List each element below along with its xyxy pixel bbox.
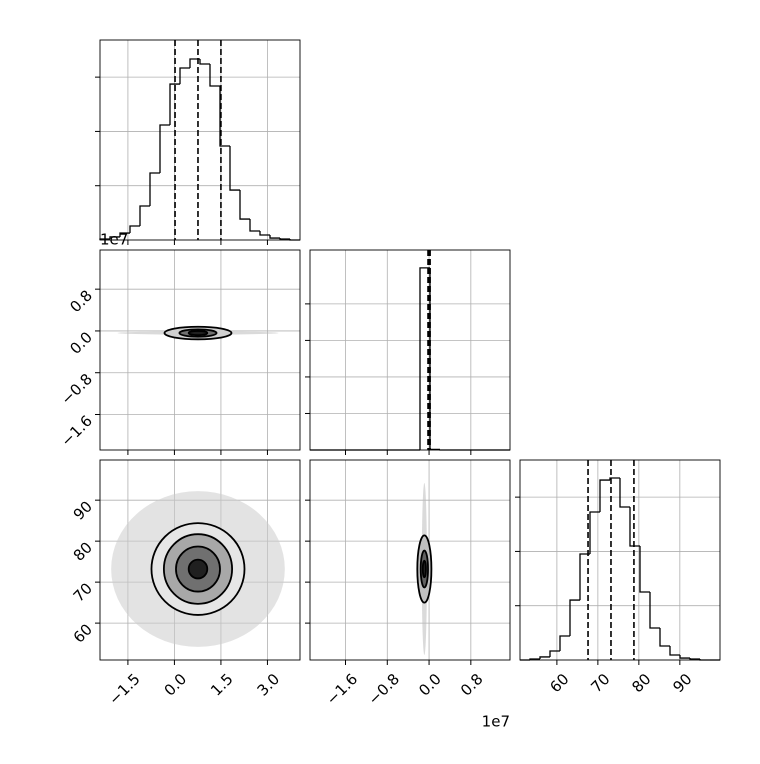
panel-background bbox=[100, 250, 300, 450]
panel: −1.6 −0.8 0.0 0.8 bbox=[58, 249, 301, 455]
histogram-bin bbox=[229, 145, 240, 191]
histogram-bin bbox=[189, 58, 200, 69]
x-tick-label: 60 bbox=[546, 670, 572, 696]
density bbox=[416, 482, 433, 656]
y-tick-label: 80 bbox=[70, 538, 96, 564]
histogram-bin bbox=[249, 219, 260, 232]
panel-frame bbox=[309, 249, 511, 451]
y-offset-label: 1e7 bbox=[100, 231, 128, 249]
y-tick-label: 0.0 bbox=[66, 328, 96, 358]
histogram-bin bbox=[569, 599, 580, 637]
x-tick-label: 70 bbox=[587, 670, 613, 696]
histogram-bin bbox=[609, 477, 620, 481]
y-tick-label: 60 bbox=[70, 620, 96, 646]
x-tick-label: −1.6 bbox=[323, 670, 361, 708]
density bbox=[111, 491, 285, 647]
contour bbox=[187, 558, 209, 580]
panel-frame bbox=[99, 249, 301, 451]
histogram-bin bbox=[279, 238, 290, 240]
panel-background bbox=[310, 460, 510, 660]
histogram-bin bbox=[629, 507, 640, 547]
x-tick-label: 0.8 bbox=[457, 670, 487, 700]
histogram-bin bbox=[619, 478, 630, 508]
y-tick-label: 0.8 bbox=[66, 286, 96, 316]
histogram-bin bbox=[659, 627, 670, 647]
x-tick-label: 3.0 bbox=[254, 670, 284, 700]
panel-frame bbox=[99, 39, 301, 241]
x-tick-label: 1.5 bbox=[207, 670, 237, 700]
contour bbox=[187, 330, 209, 337]
histogram-bin bbox=[159, 124, 170, 174]
panel-background bbox=[100, 40, 300, 240]
histogram-bin bbox=[119, 232, 130, 237]
histogram-bin bbox=[639, 545, 650, 593]
histogram-bin bbox=[109, 236, 120, 240]
histogram-bin bbox=[579, 553, 590, 601]
panel-frame bbox=[99, 459, 301, 661]
panel: −1.5 0.0 1.5 3.0 60 70 80 90 bbox=[70, 459, 301, 709]
histogram-bin bbox=[179, 67, 190, 85]
histogram-bin bbox=[539, 656, 550, 660]
histogram-bin bbox=[589, 511, 600, 555]
y-tick-label: −1.6 bbox=[58, 412, 96, 450]
density bbox=[117, 325, 279, 341]
histogram-bin bbox=[199, 59, 210, 65]
histogram-bin bbox=[259, 230, 270, 236]
histogram-bin bbox=[239, 190, 250, 220]
contour bbox=[421, 559, 427, 579]
histogram-bin bbox=[689, 658, 700, 660]
histogram-bin bbox=[139, 205, 150, 226]
histogram-bin bbox=[559, 635, 570, 651]
histogram-bin bbox=[649, 592, 660, 629]
panel bbox=[95, 39, 301, 245]
x-tick-label: 90 bbox=[669, 670, 695, 696]
x-tick-label: −1.5 bbox=[105, 670, 143, 708]
panel: −1.6−0.8 0.0 0.8 bbox=[305, 459, 511, 709]
histogram-bin bbox=[129, 225, 140, 234]
histogram-bin bbox=[679, 655, 690, 659]
y-tick-label: 90 bbox=[70, 497, 96, 523]
x-tick-label: 0.0 bbox=[161, 670, 191, 700]
x-offset-label: 1e7 bbox=[482, 713, 510, 731]
histogram-bin bbox=[549, 650, 560, 657]
histogram-bin bbox=[419, 267, 430, 450]
histogram-bin bbox=[169, 83, 180, 126]
panel-frame bbox=[309, 459, 511, 661]
x-tick-label: 80 bbox=[628, 670, 654, 696]
histogram-bin bbox=[269, 235, 280, 239]
x-tick-label: 0.0 bbox=[415, 670, 445, 700]
y-tick-label: −0.8 bbox=[58, 370, 96, 408]
panel: 60 70 80 90 bbox=[515, 459, 721, 696]
panel-frame bbox=[519, 459, 721, 661]
panel-background bbox=[310, 250, 510, 450]
histogram-bin bbox=[209, 63, 220, 87]
histogram-bin bbox=[669, 645, 680, 656]
panel bbox=[305, 249, 511, 455]
histogram-bin bbox=[599, 479, 610, 513]
histogram-bin bbox=[219, 86, 230, 147]
x-tick-label: −0.8 bbox=[365, 670, 403, 708]
y-tick-label: 70 bbox=[70, 579, 96, 605]
histogram-bin bbox=[149, 172, 160, 207]
